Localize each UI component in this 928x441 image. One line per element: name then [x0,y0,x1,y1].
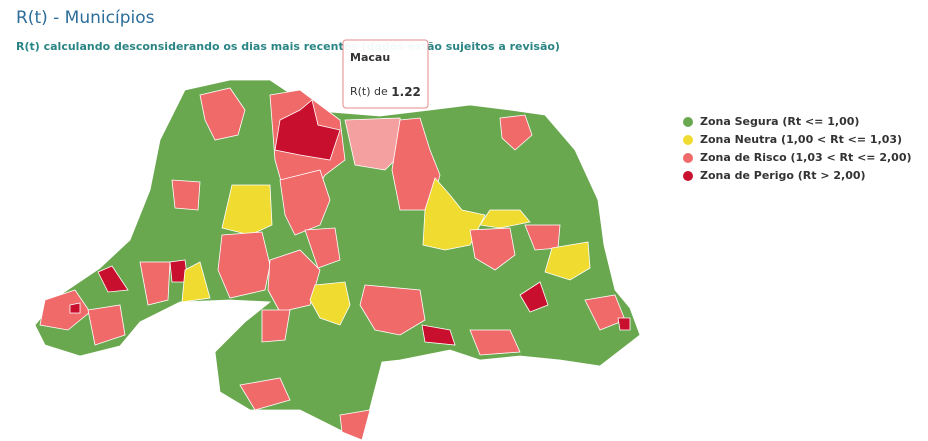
municipality [339,409,371,441]
municipality [261,309,291,343]
municipality [499,114,533,151]
municipality [87,304,126,346]
legend-marker [683,117,693,127]
legend-label: Zona Neutra (1,00 < Rt <= 1,03) [700,133,902,146]
legend: Zona Segura (Rt <= 1,00) Zona Neutra (1,0… [683,115,912,182]
municipality [469,227,516,271]
municipality [519,281,549,313]
municipality [469,329,521,356]
subtitle: R(t) calculando desconsiderando os dias … [16,40,560,53]
municipality [139,261,171,306]
municipality [422,177,486,251]
municipality [69,302,81,314]
municipality [171,179,201,211]
legend-label: Zona de Perigo (Rt > 2,00) [700,169,866,182]
title: R(t) - Municípios [16,8,155,28]
municipality [217,231,271,299]
municipality [274,99,341,161]
tooltip-value: 1.22 [391,85,421,99]
tooltip-name: Macau [350,51,390,64]
legend-marker [683,153,693,163]
tooltip: Macau R(t) de 1.22 [342,39,429,109]
municipality [239,377,291,411]
tooltip-text: R(t) de 1.22 [350,85,421,99]
municipality [309,281,351,326]
municipality [479,209,531,229]
legend-label: Zona Segura (Rt <= 1,00) [700,115,859,128]
municipality [421,324,456,346]
municipality [199,87,246,141]
municipality [279,169,331,236]
municipality [39,289,91,331]
legend-marker [683,135,693,145]
municipality [221,184,273,236]
legend-marker [683,171,693,181]
municipality [97,265,129,293]
municipality [544,241,591,281]
map [34,79,641,441]
municipality [267,249,321,313]
municipality [359,284,426,336]
municipality [304,227,341,269]
tooltip-box [342,39,429,109]
tooltip-label: R(t) de [350,85,388,98]
municipality [181,261,211,303]
legend-label: Zona de Risco (1,03 < Rt <= 2,00) [700,151,912,164]
municipality [617,317,631,331]
